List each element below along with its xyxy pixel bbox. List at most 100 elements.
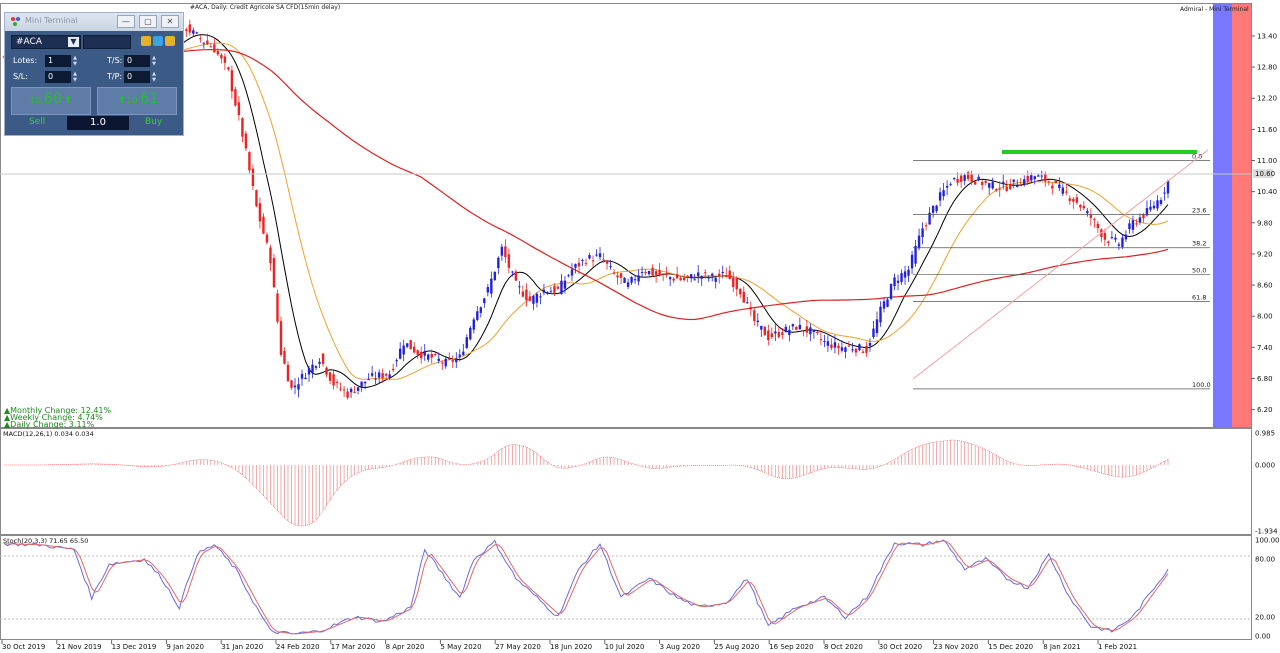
chart-icon[interactable] bbox=[165, 36, 175, 46]
candle-body bbox=[535, 293, 539, 303]
macd-label: MACD(12,26,1) 0.034 0.034 bbox=[3, 430, 94, 438]
candle-body bbox=[395, 360, 398, 362]
candle-body bbox=[304, 377, 307, 379]
candle-body bbox=[907, 269, 910, 276]
candle-body bbox=[984, 181, 987, 183]
candle-body bbox=[896, 280, 900, 283]
candle-body bbox=[469, 327, 472, 340]
candle-body bbox=[647, 270, 651, 275]
trend-line bbox=[912, 149, 1209, 380]
candle-body bbox=[1089, 214, 1093, 219]
candle-body bbox=[1037, 175, 1040, 177]
candle-body bbox=[525, 289, 528, 301]
minimize-button[interactable]: — bbox=[117, 15, 135, 28]
ts-label: T/S: bbox=[107, 56, 123, 65]
tp-spinner[interactable]: ▲ ▼ bbox=[152, 71, 156, 83]
maximize-button[interactable]: ▢ bbox=[139, 15, 157, 28]
candle-body bbox=[514, 271, 518, 281]
candle-body bbox=[840, 347, 844, 351]
candle-body bbox=[230, 70, 234, 92]
candle-body bbox=[507, 254, 511, 268]
candle-body bbox=[949, 184, 952, 186]
chevron-down-icon[interactable]: ▼ bbox=[68, 37, 79, 47]
candle-body bbox=[931, 205, 935, 213]
candle-body bbox=[430, 354, 433, 358]
ts-input[interactable]: 0 bbox=[124, 55, 150, 67]
candle-body bbox=[900, 273, 903, 282]
candle-body bbox=[286, 364, 290, 382]
sell-button[interactable]: Sell bbox=[29, 117, 46, 127]
candle-body bbox=[987, 183, 991, 188]
close-button[interactable]: ✕ bbox=[161, 15, 179, 28]
candle-body bbox=[297, 384, 300, 390]
price-tick-label: 7.40 bbox=[1257, 344, 1273, 352]
symbol-select[interactable]: #ACA ▼ bbox=[11, 35, 81, 49]
candle-body bbox=[654, 271, 658, 275]
candle-body bbox=[872, 328, 875, 338]
candle-body bbox=[668, 277, 672, 280]
candle-body bbox=[353, 391, 356, 393]
price-tick-label: 10.40 bbox=[1257, 188, 1277, 196]
price-tick-label: 6.80 bbox=[1257, 375, 1273, 383]
candle-body bbox=[651, 267, 654, 276]
candle-body bbox=[563, 280, 567, 289]
sell-price-button[interactable]: 10.60 ⬆ bbox=[11, 87, 91, 115]
candle-body bbox=[980, 182, 984, 185]
candle-body bbox=[398, 348, 402, 359]
candle-body bbox=[844, 347, 847, 352]
lots-spinner[interactable]: ▲ ▼ bbox=[73, 55, 77, 67]
candle-body bbox=[465, 337, 468, 348]
candle-body bbox=[753, 310, 756, 322]
stoch-tick-label: 100.00 bbox=[1255, 537, 1280, 545]
main-chart-frame bbox=[0, 3, 1252, 428]
x-tick-label: 30 Oct 2019 bbox=[2, 643, 45, 651]
candle-body bbox=[279, 321, 283, 355]
candle-body bbox=[742, 291, 745, 303]
candle-body bbox=[732, 277, 735, 288]
volume-input[interactable]: 1.0 bbox=[67, 116, 129, 130]
macd-signal-line bbox=[4, 439, 1169, 527]
settings-icon[interactable] bbox=[153, 36, 163, 46]
candle-body bbox=[826, 341, 830, 346]
candle-body bbox=[518, 286, 521, 288]
candle-body bbox=[661, 273, 665, 275]
ts-spinner[interactable]: ▲ ▼ bbox=[152, 55, 156, 67]
symbol-info: #ACA, Daily: Credit Agricole SA CFD(15mi… bbox=[190, 4, 340, 11]
candle-body bbox=[220, 54, 223, 59]
candle-body bbox=[917, 235, 921, 249]
candle-body bbox=[339, 388, 342, 390]
tp-input[interactable]: 0 bbox=[124, 71, 150, 83]
symbol-extra-field[interactable] bbox=[83, 35, 131, 49]
candle-body bbox=[195, 32, 199, 34]
candle-body bbox=[644, 271, 647, 274]
candle-body bbox=[928, 212, 931, 225]
candle-body bbox=[409, 340, 412, 350]
buy-price-button[interactable]: ⬆10.61 bbox=[97, 87, 177, 115]
candle-body bbox=[342, 389, 346, 391]
candle-body bbox=[314, 366, 318, 368]
candle-body bbox=[1030, 175, 1033, 181]
candle-body bbox=[735, 278, 738, 290]
candle-body bbox=[360, 381, 363, 388]
candle-body bbox=[914, 245, 917, 264]
lock-icon[interactable] bbox=[141, 36, 151, 46]
candle-body bbox=[290, 380, 293, 388]
mini-terminal[interactable]: Mini Terminal — ▢ ✕ #ACA ▼ Lotes: 1 ▲ ▼ T… bbox=[4, 12, 184, 136]
sl-spinner[interactable]: ▲ ▼ bbox=[73, 71, 77, 83]
candle-body bbox=[865, 345, 868, 353]
candle-body bbox=[788, 329, 791, 336]
candle-body bbox=[830, 344, 833, 349]
candle-body bbox=[504, 246, 507, 258]
candle-body bbox=[532, 295, 535, 304]
candle-body bbox=[328, 372, 332, 381]
buy-button[interactable]: Buy bbox=[145, 117, 163, 127]
candle-body bbox=[616, 275, 619, 278]
candle-body bbox=[384, 373, 388, 376]
sl-input[interactable]: 0 bbox=[45, 71, 71, 83]
fib-level-label: 0.0 bbox=[1192, 153, 1202, 161]
candle-body bbox=[391, 368, 395, 371]
candle-body bbox=[206, 40, 209, 45]
mini-terminal-titlebar[interactable]: Mini Terminal — ▢ ✕ bbox=[5, 13, 183, 31]
lots-input[interactable]: 1 bbox=[45, 55, 71, 67]
